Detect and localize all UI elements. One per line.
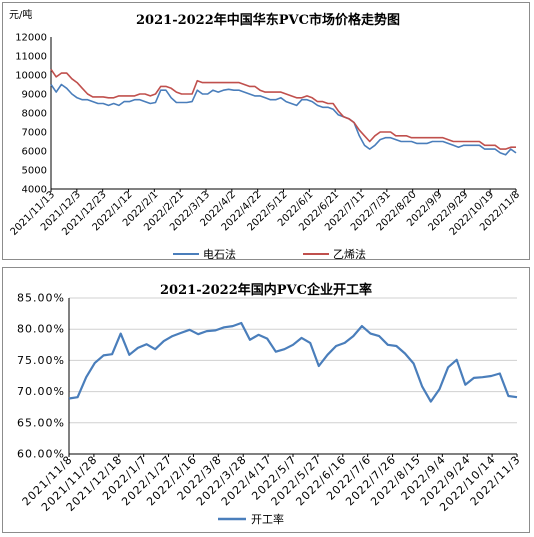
y-tick-label: 12000 [15, 33, 47, 44]
y-tick-label: 65.00% [17, 416, 65, 429]
y-tick-label: 60.00% [17, 448, 65, 461]
operating-rate-chart-panel: 2021-2022年国内PVC企业开工率 60.00% 65.00% 70.00% 7… [2, 267, 530, 533]
legend-label-rate: 开工率 [251, 512, 284, 526]
y-tick-label: 8000 [22, 109, 47, 120]
y-tick-label: 85.00% [17, 292, 65, 305]
y-tick-label: 9000 [22, 90, 47, 101]
series-line-0 [50, 83, 517, 156]
y-tick-label: 7000 [22, 128, 47, 139]
y-tick-label: 6000 [22, 147, 47, 158]
y-tick-label: 11000 [15, 52, 47, 63]
price-chart-title: 2021-2022年中国华东PVC市场价格走势图 [136, 12, 400, 28]
series-line-1 [50, 68, 516, 150]
y-tick-label: 75.00% [17, 354, 65, 367]
y-tick-label: 4000 [22, 185, 47, 196]
price-chart-y-unit: 元/吨 [9, 8, 32, 21]
price-chart-panel: 2021-2022年中国华东PVC市场价格走势图 元/吨 4000 5000 600… [2, 2, 530, 260]
operating-rate-chart: 2021-2022年国内PVC企业开工率 60.00% 65.00% 70.00% 7… [17, 282, 523, 526]
y-tick-label: 5000 [22, 166, 47, 177]
price-chart: 2021-2022年中国华东PVC市场价格走势图 元/吨 4000 5000 600… [9, 8, 523, 259]
legend-label-dianshi: 电石法 [203, 247, 236, 259]
series-line-0 [68, 321, 518, 403]
operating-rate-chart-title: 2021-2022年国内PVC企业开工率 [160, 282, 372, 298]
y-tick-label: 80.00% [17, 323, 65, 336]
y-tick-label: 70.00% [17, 385, 65, 398]
y-tick-label: 10000 [15, 71, 47, 82]
legend-label-yixi: 乙烯法 [333, 247, 366, 259]
